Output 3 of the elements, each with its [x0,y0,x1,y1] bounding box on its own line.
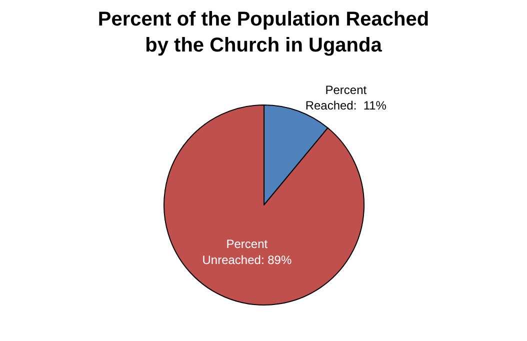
slice-label: Percent Reached: 11% [305,82,387,113]
slice-label: Percent Unreached: 89% [202,237,292,267]
chart-title: Percent of the Population Reached by the Church in Uganda [98,8,430,57]
